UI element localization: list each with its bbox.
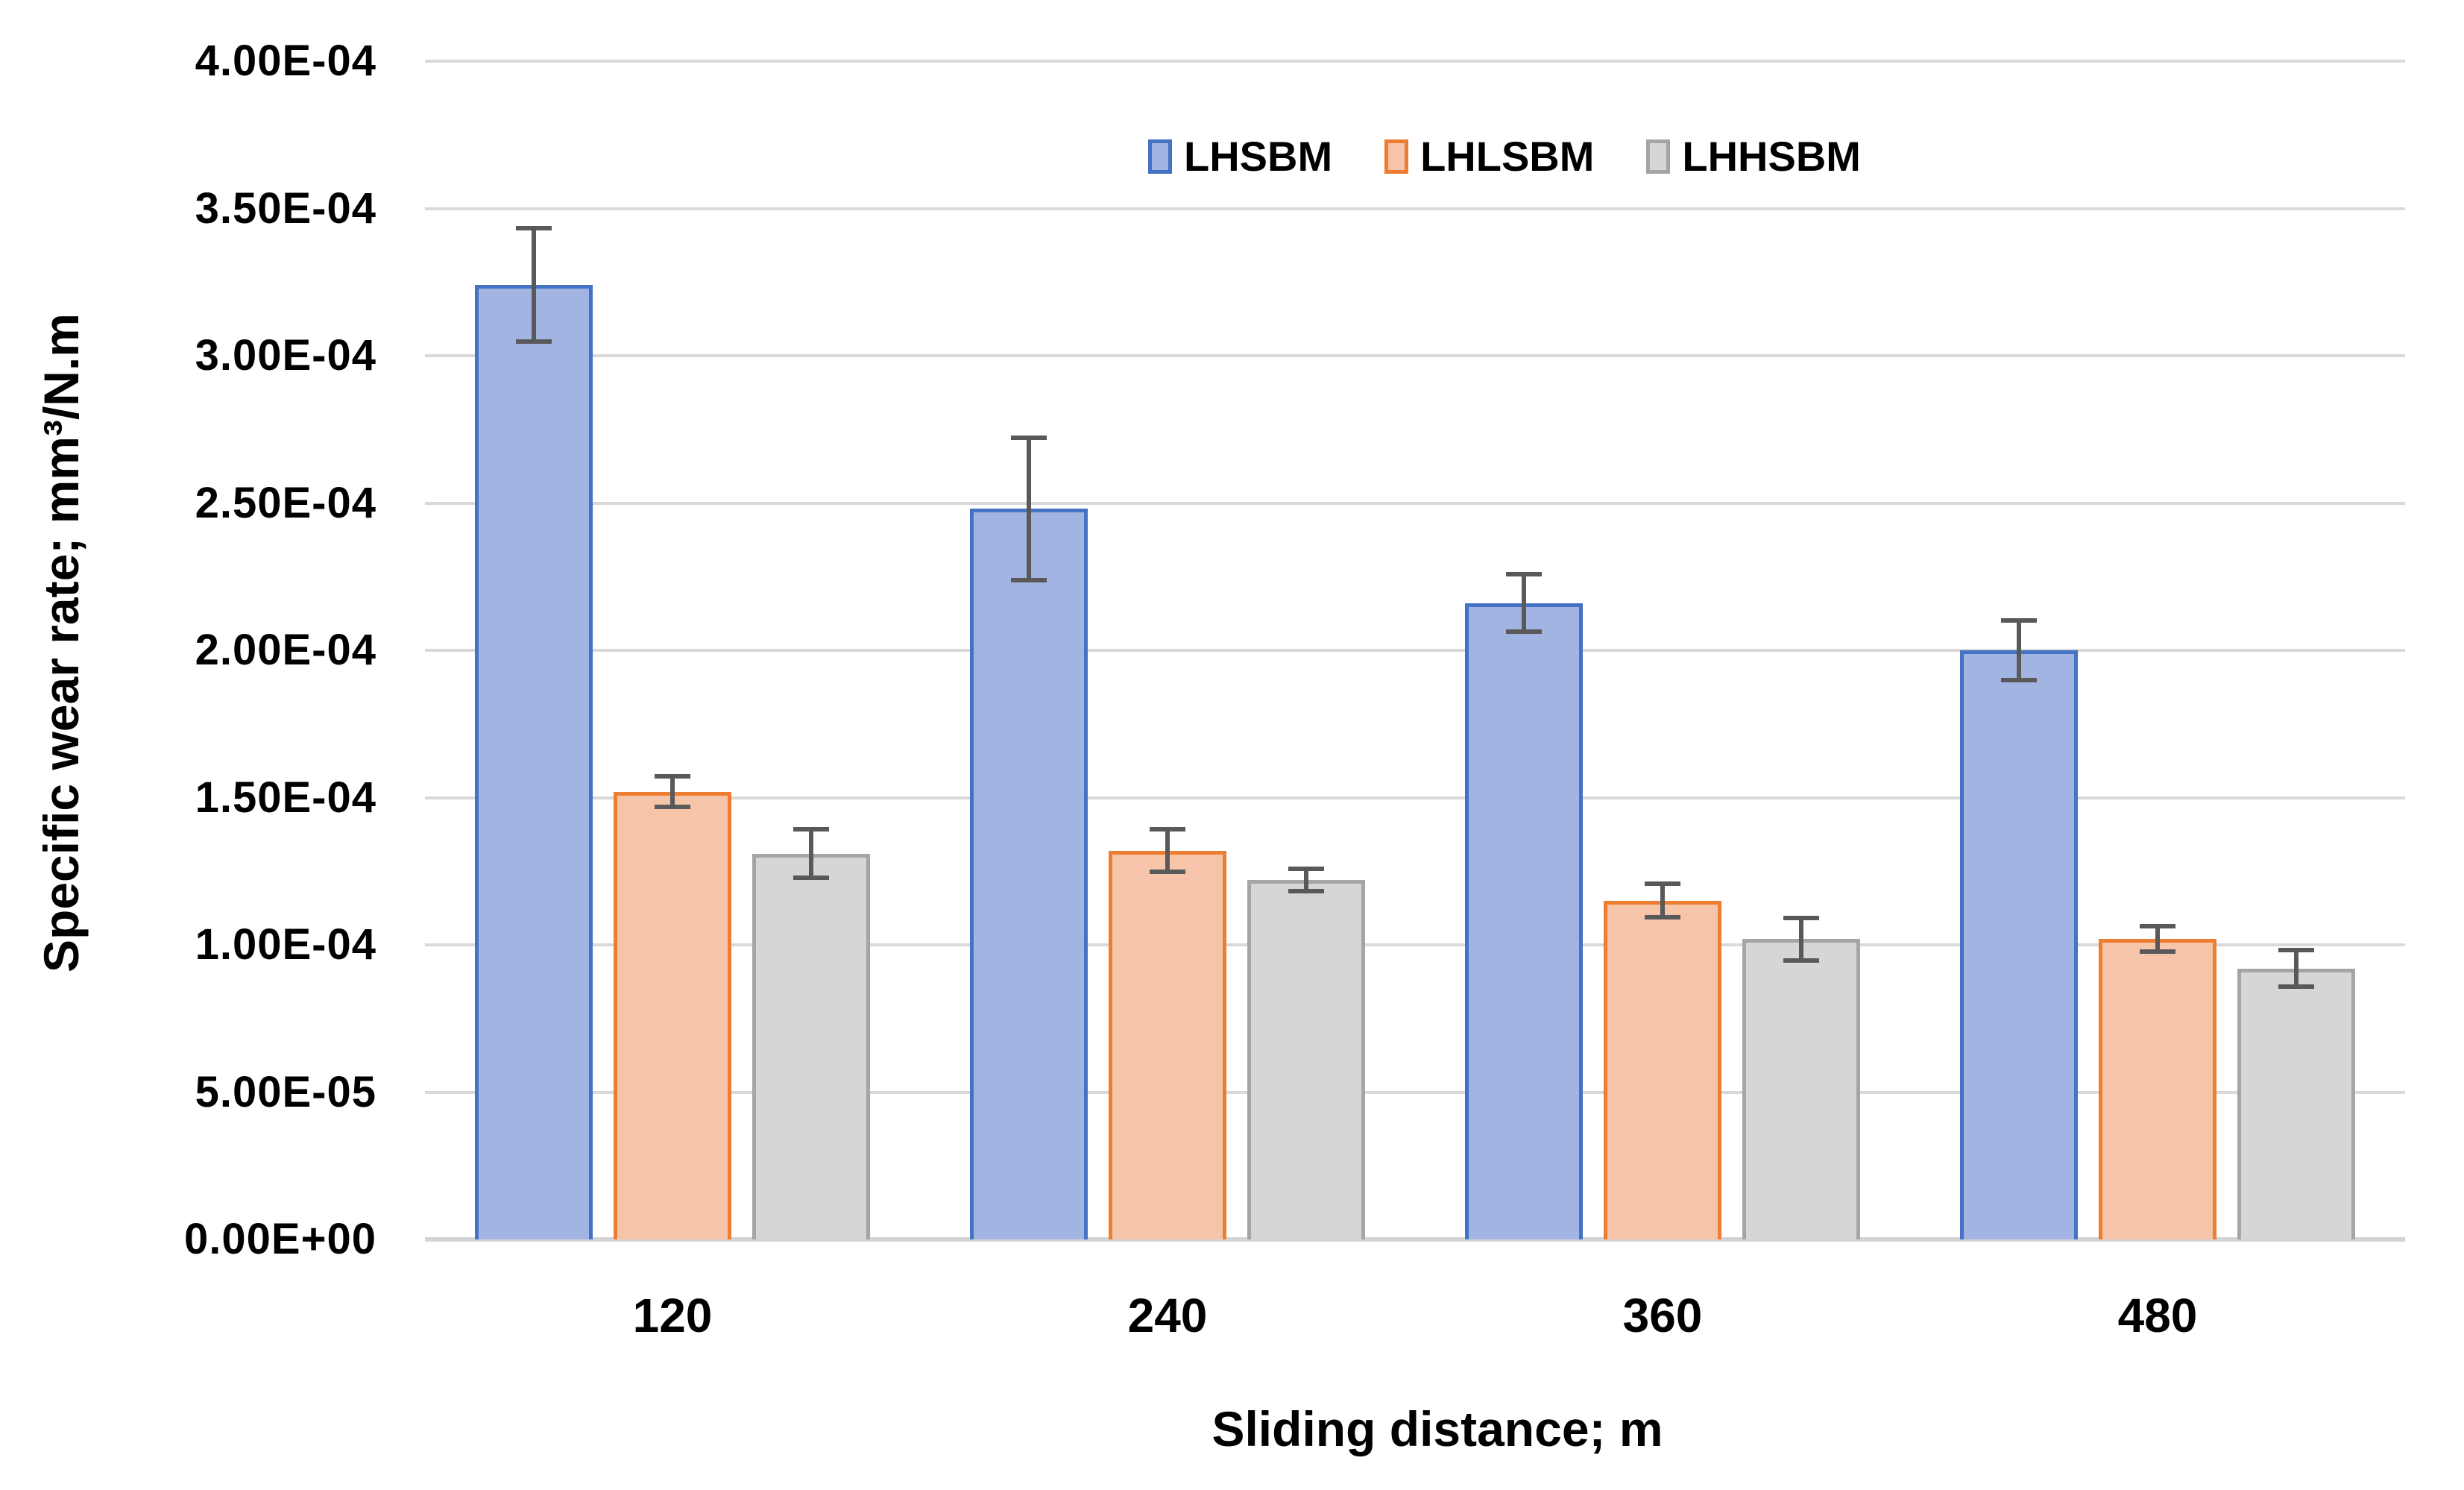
error-bar-stem [2155, 924, 2160, 954]
error-bar-LHLSBM-360 [1645, 881, 1680, 920]
legend-label-LHLSBM: LHLSBM [1420, 133, 1595, 180]
legend-item-LHLSBM: LHLSBM [1384, 136, 1594, 177]
y-axis-tick-label: 3.00E-04 [195, 331, 376, 380]
error-bar-cap-bot [1011, 578, 1047, 583]
error-bar-cap-bot [655, 805, 690, 810]
error-bar-LHLSBM-120 [655, 773, 690, 810]
legend-item-LHHSBM: LHHSBM [1646, 136, 1861, 177]
error-bar-LHLSBM-480 [2140, 924, 2175, 954]
bar-LHSBM-240 [970, 509, 1088, 1239]
error-bar-LHHSBM-480 [2278, 947, 2314, 990]
gridline [425, 60, 2405, 63]
y-axis-tick-label: 0.00E+00 [184, 1215, 376, 1263]
error-bar-stem [2294, 947, 2298, 990]
error-bar-LHSBM-120 [516, 226, 552, 345]
error-bar-LHHSBM-120 [793, 827, 829, 881]
bar-LHHSBM-120 [752, 853, 870, 1239]
error-bar-cap-bot [1288, 888, 1324, 893]
x-axis-tick-label: 360 [1622, 1289, 1703, 1342]
gridline [425, 943, 2405, 946]
error-bar-stem [1304, 867, 1308, 893]
gridline [425, 207, 2405, 210]
legend-label-LHHSBM: LHHSBM [1682, 133, 1861, 180]
error-bar-cap-bot [2278, 984, 2314, 990]
x-axis-tick-label: 120 [632, 1289, 713, 1342]
bar-LHHSBM-240 [1247, 880, 1365, 1239]
error-bar-LHSBM-480 [2001, 617, 2037, 683]
error-bar-stem [532, 226, 536, 345]
error-bar-cap-bot [2001, 678, 2037, 683]
error-bar-stem [809, 827, 813, 881]
bar-LHHSBM-480 [2237, 968, 2355, 1239]
gridline [425, 1090, 2405, 1094]
error-bar-cap-bot [1506, 629, 1542, 635]
error-bar-cap-bot [1783, 958, 1819, 963]
y-axis-tick-label: 1.00E-04 [195, 920, 376, 969]
error-bar-stem [1660, 881, 1665, 920]
y-axis-tick-label: 4.00E-04 [195, 37, 376, 85]
bar-LHSBM-360 [1465, 603, 1583, 1239]
error-bar-stem [1165, 827, 1170, 875]
x-axis-line [425, 1237, 2405, 1242]
x-axis-tick-label: 240 [1127, 1289, 1208, 1342]
gridline [425, 796, 2405, 799]
error-bar-LHHSBM-360 [1783, 915, 1819, 963]
bar-LHLSBM-240 [1109, 850, 1226, 1239]
legend-swatch-LHLSBM [1384, 139, 1409, 174]
error-bar-cap-bot [1645, 915, 1680, 920]
bar-LHSBM-480 [1960, 650, 2078, 1239]
bar-LHLSBM-120 [614, 791, 731, 1239]
bar-LHHSBM-360 [1742, 939, 1860, 1239]
error-bar-LHSBM-360 [1506, 572, 1542, 635]
x-axis-tick-label: 480 [2117, 1289, 2198, 1342]
legend-swatch-LHSBM [1148, 139, 1172, 174]
legend-label-LHSBM: LHSBM [1184, 133, 1333, 180]
error-bar-LHSBM-240 [1011, 435, 1047, 583]
error-bar-stem [1522, 572, 1526, 635]
error-bar-stem [1027, 435, 1031, 583]
error-bar-cap-bot [2140, 949, 2175, 954]
x-axis-title: Sliding distance; m [1211, 1401, 1663, 1456]
legend-swatch-LHHSBM [1646, 139, 1671, 174]
y-axis-tick-label: 2.00E-04 [195, 626, 376, 674]
error-bar-cap-bot [516, 339, 552, 345]
error-bar-LHHSBM-240 [1288, 867, 1324, 893]
error-bar-cap-bot [1150, 870, 1185, 875]
bar-LHSBM-120 [475, 285, 593, 1239]
y-axis-title: Specific wear rate; mm³/N.m [34, 313, 89, 972]
gridline [425, 501, 2405, 505]
legend: LHSBM LHLSBM LHHSBM [1148, 136, 1861, 177]
y-axis-tick-label: 3.50E-04 [195, 183, 376, 233]
y-axis-tick-label: 5.00E-05 [195, 1067, 376, 1116]
error-bar-stem [1799, 915, 1803, 963]
error-bar-cap-bot [793, 876, 829, 881]
gridline [425, 354, 2405, 357]
legend-item-LHSBM: LHSBM [1148, 136, 1332, 177]
error-bar-LHLSBM-240 [1150, 827, 1185, 875]
gridline [425, 649, 2405, 652]
y-axis-tick-label: 2.50E-04 [195, 478, 376, 527]
error-bar-stem [670, 773, 675, 810]
error-bar-stem [2017, 617, 2021, 683]
bar-LHLSBM-480 [2099, 939, 2216, 1239]
bar-LHLSBM-360 [1604, 900, 1721, 1239]
y-axis-tick-label: 1.50E-04 [195, 773, 376, 822]
